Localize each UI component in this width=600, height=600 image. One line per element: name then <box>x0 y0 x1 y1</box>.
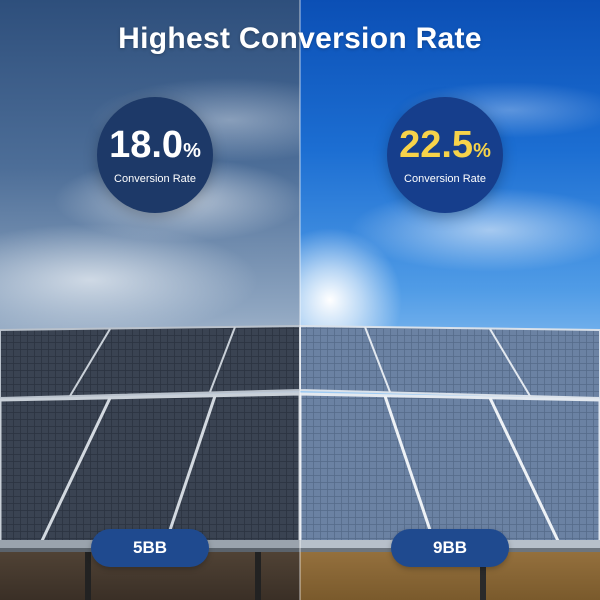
rate-unit-right: % <box>473 140 491 162</box>
conversion-badge-right: 22.5% Conversion Rate <box>387 97 503 213</box>
solar-panel-array-right <box>300 324 600 600</box>
left-scene-5bb <box>0 0 300 600</box>
headline: Highest Conversion Rate <box>118 22 482 55</box>
split-divider <box>299 0 301 600</box>
solar-panel-array-left <box>0 324 300 600</box>
busbar-tag-right: 9BB <box>391 529 509 567</box>
rate-unit-left: % <box>183 140 201 162</box>
busbar-tag-left: 5BB <box>91 529 209 567</box>
rate-value-right: 22.5 <box>399 124 474 166</box>
conversion-badge-left: 18.0% Conversion Rate <box>97 97 213 213</box>
rate-value-left: 18.0 <box>109 124 184 166</box>
rate-label-right: Conversion Rate <box>404 173 486 185</box>
rate-label-left: Conversion Rate <box>114 173 196 185</box>
right-scene-9bb <box>300 0 600 600</box>
